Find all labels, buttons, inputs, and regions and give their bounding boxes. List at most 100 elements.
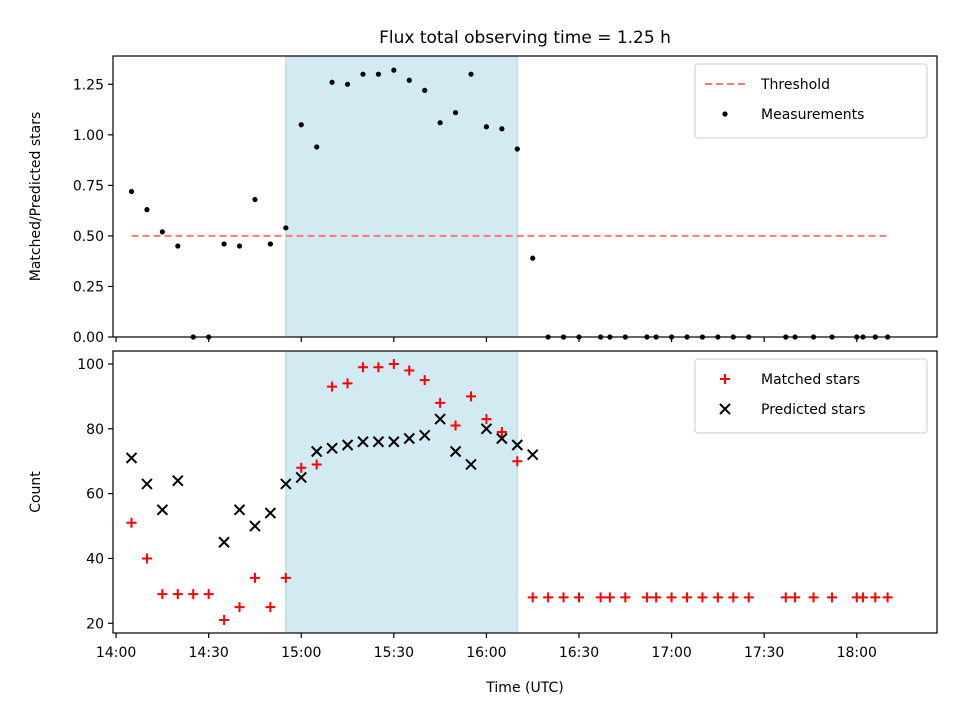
y-tick-label: 100: [77, 357, 104, 373]
data-point: [156, 504, 169, 516]
data-point: [512, 456, 523, 467]
data-point: [449, 445, 462, 458]
data-point: [641, 592, 652, 603]
data-point: [298, 122, 304, 128]
legend-label: Predicted stars: [761, 402, 866, 418]
data-point: [357, 362, 368, 373]
data-point: [543, 592, 554, 603]
y-tick-label: 60: [86, 487, 104, 503]
series-matched-stars: [126, 358, 893, 626]
y-tick-label: 0.25: [73, 279, 104, 295]
data-point: [452, 110, 459, 116]
data-point: [558, 592, 569, 603]
legend-marker: [719, 403, 731, 415]
panels: 0.00 0.25 0.50 0.75 1.00 1.25 Matched/Predicte…: [28, 55, 938, 661]
data-point: [422, 87, 428, 93]
data-point: [280, 572, 291, 583]
data-point: [344, 81, 351, 87]
data-point: [311, 459, 322, 470]
y-tick-label: 0.75: [73, 178, 104, 194]
data-point: [141, 478, 153, 490]
data-point: [283, 225, 289, 231]
data-point: [530, 255, 536, 261]
plot-frame: [112, 350, 938, 634]
y-axis-label: Matched/Predicted stars: [28, 112, 44, 282]
data-point: [252, 196, 258, 203]
data-point: [468, 71, 474, 77]
data-point: [236, 243, 243, 249]
chart-title: Flux total observing time = 1.25 h: [379, 28, 671, 48]
data-point: [651, 592, 662, 603]
x-tick-label: 14:30: [188, 645, 228, 661]
x-tick-label: 15:30: [374, 645, 414, 661]
data-point: [126, 517, 137, 528]
data-point: [857, 592, 868, 603]
y-tick-label: 20: [86, 616, 104, 632]
data-point: [159, 229, 165, 235]
legend-marker: [722, 111, 728, 117]
data-point: [372, 436, 385, 448]
y-tick-label: 0.50: [73, 229, 104, 245]
data-point: [595, 592, 606, 603]
data-point: [172, 474, 184, 487]
data-point: [221, 241, 227, 247]
data-point: [483, 124, 490, 130]
data-point: [128, 188, 135, 195]
data-point: [329, 79, 335, 85]
data-point: [326, 442, 338, 454]
data-point: [280, 478, 292, 490]
highlight-span: [285, 350, 518, 634]
data-point: [249, 520, 261, 532]
data-point: [790, 592, 801, 603]
y-tick-label: 0.00: [73, 330, 104, 346]
x-tick-label: 14:00: [96, 645, 136, 661]
data-point: [620, 592, 631, 603]
data-point: [360, 71, 366, 77]
data-point: [419, 375, 430, 386]
data-point: [511, 439, 523, 451]
data-point: [465, 458, 477, 471]
data-point: [265, 602, 276, 613]
data-point: [219, 615, 230, 626]
data-point: [264, 507, 277, 519]
x-tick-label: 18:00: [837, 645, 877, 661]
data-point: [496, 432, 508, 445]
data-point: [574, 592, 585, 603]
data-point: [406, 77, 412, 83]
data-point: [827, 592, 838, 603]
y-tick-label: 1.25: [73, 77, 104, 93]
legend-box: [694, 63, 928, 139]
data-point: [125, 452, 138, 464]
data-point: [450, 420, 461, 431]
data-point: [141, 553, 152, 564]
x-tick-label: 17:00: [651, 645, 691, 661]
x-axis-label: Time (UTC): [485, 680, 563, 696]
data-point: [682, 592, 693, 603]
data-point: [434, 413, 446, 425]
legend-marker: [720, 374, 730, 384]
highlight-span: [285, 55, 518, 338]
data-point: [404, 365, 415, 376]
data-point: [144, 207, 150, 213]
data-point: [234, 602, 245, 613]
series-predicted-stars: [125, 413, 539, 548]
data-point: [172, 589, 183, 600]
data-point: [249, 572, 260, 583]
data-point: [808, 592, 819, 603]
data-point: [435, 397, 446, 408]
data-point: [296, 462, 307, 473]
data-point: [514, 146, 520, 152]
y-tick-label: 1.00: [73, 128, 104, 144]
data-point: [233, 504, 246, 516]
panel-2: 20 40 60 80 100 14:00 14:30 15:00 15:30 16:00 16:3…: [28, 350, 938, 661]
data-point: [743, 592, 754, 603]
data-point: [480, 423, 493, 435]
data-point: [666, 592, 677, 603]
data-point: [780, 592, 791, 603]
data-point: [499, 126, 505, 132]
data-point: [267, 241, 273, 247]
x-tick-label: 15:00: [281, 645, 321, 661]
panel-1: 0.00 0.25 0.50 0.75 1.00 1.25 Matched/Predicte…: [28, 55, 938, 346]
data-point: [175, 243, 181, 249]
